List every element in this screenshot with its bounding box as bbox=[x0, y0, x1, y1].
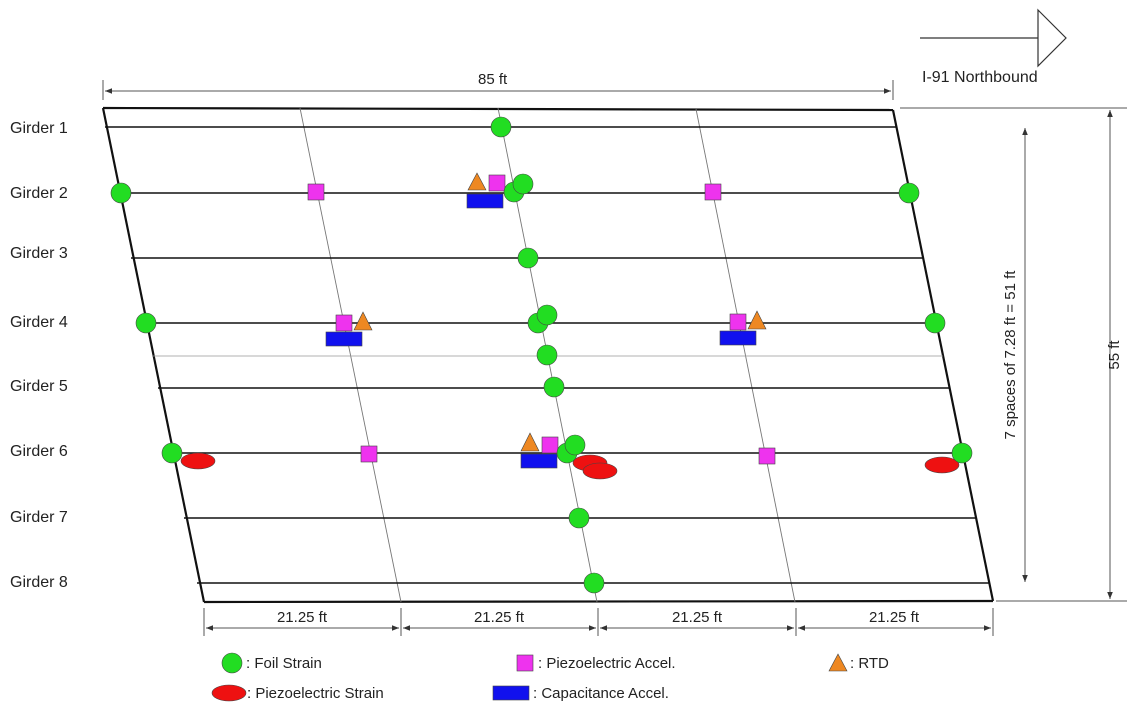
girder-label: Girder 7 bbox=[10, 509, 68, 526]
piezo-accel-sensor bbox=[307, 183, 325, 201]
girder-label: Girder 1 bbox=[10, 120, 68, 137]
foil-strain-sensor bbox=[517, 247, 539, 269]
piezo-accel-sensor bbox=[758, 447, 776, 465]
rtd-sensor bbox=[467, 172, 487, 191]
foil-strain-sensor bbox=[568, 507, 590, 529]
girder-label: Girder 5 bbox=[10, 378, 68, 395]
girder-label: Girder 4 bbox=[10, 314, 68, 331]
girder-label: Girder 3 bbox=[10, 245, 68, 262]
piezo-accel-sensor bbox=[541, 436, 559, 454]
foil-strain-sensor bbox=[564, 434, 586, 456]
bottom-span-dimensions bbox=[203, 608, 994, 636]
legend: : Foil Strain : Piezoelectric Strain : P… bbox=[211, 652, 889, 702]
girder-label: Girder 2 bbox=[10, 185, 68, 202]
legend-rtd-label: : RTD bbox=[850, 655, 889, 672]
direction-label: I-91 Northbound bbox=[922, 69, 1038, 86]
foil-strain-sensor bbox=[583, 572, 605, 594]
piezo-strain-sensor bbox=[582, 462, 618, 480]
foil-strain-sensor bbox=[536, 304, 558, 326]
girder-label: Girder 8 bbox=[10, 574, 68, 591]
rtd-sensor bbox=[353, 311, 373, 331]
capacitance-accel-sensors bbox=[325, 193, 757, 469]
piezo-strain-sensor bbox=[924, 456, 960, 474]
foil-strain-sensor bbox=[898, 182, 920, 204]
foil-strain-sensor bbox=[135, 312, 157, 334]
piezo-accel-sensor bbox=[360, 445, 378, 463]
foil-strain-sensor bbox=[490, 116, 512, 138]
total-width-label: 55 ft bbox=[1106, 340, 1123, 370]
legend-rtd-icon bbox=[828, 653, 848, 672]
foil-strain-sensor bbox=[536, 344, 558, 366]
piezo-accel-sensor bbox=[704, 183, 722, 201]
rtd-sensors bbox=[353, 172, 767, 452]
sensors bbox=[110, 116, 973, 594]
cap-accel-sensor bbox=[325, 331, 363, 347]
foil-strain-sensor bbox=[951, 442, 973, 464]
girder-spacing-label: 7 spaces of 7.28 ft = 51 ft bbox=[1002, 270, 1019, 440]
span-label-2: 21.25 ft bbox=[474, 609, 525, 626]
legend-cap-accel-label: : Capacitance Accel. bbox=[533, 685, 669, 702]
piezo-accel-sensor bbox=[729, 313, 747, 331]
piezo-accel-sensor bbox=[335, 314, 353, 332]
piezoelectric-strain-sensors bbox=[180, 452, 960, 480]
piezo-strain-sensor bbox=[180, 452, 216, 470]
foil-strain-sensor bbox=[543, 376, 565, 398]
span-label-4: 21.25 ft bbox=[869, 609, 920, 626]
rtd-sensor bbox=[747, 310, 767, 330]
legend-piezo-accel-icon bbox=[516, 654, 534, 672]
cap-accel-sensor bbox=[719, 330, 757, 346]
legend-piezo-accel-label: : Piezoelectric Accel. bbox=[538, 655, 676, 672]
girder-labels: Girder 1 Girder 2 Girder 3 Girder 4 Gird… bbox=[10, 120, 68, 591]
rtd-sensor bbox=[520, 432, 540, 452]
legend-piezo-strain-label: : Piezoelectric Strain bbox=[247, 685, 384, 702]
foil-strain-sensors bbox=[110, 116, 973, 594]
legend-piezo-strain-icon bbox=[211, 684, 247, 702]
foil-strain-sensor bbox=[161, 442, 183, 464]
foil-strain-sensor bbox=[110, 182, 132, 204]
cap-accel-sensor bbox=[520, 453, 558, 469]
span-label-3: 21.25 ft bbox=[672, 609, 723, 626]
total-width-dimension bbox=[900, 107, 1127, 602]
piezo-accel-sensor bbox=[488, 174, 506, 192]
cap-accel-sensor bbox=[466, 193, 504, 209]
span-label-1: 21.25 ft bbox=[277, 609, 328, 626]
foil-strain-sensor bbox=[512, 173, 534, 195]
direction-arrow bbox=[920, 8, 1067, 68]
top-dimension bbox=[102, 80, 894, 100]
legend-foil-strain-label: : Foil Strain bbox=[246, 655, 322, 672]
legend-foil-strain-icon bbox=[221, 652, 243, 674]
top-length-label: 85 ft bbox=[478, 71, 508, 88]
foil-strain-sensor bbox=[924, 312, 946, 334]
girder-label: Girder 6 bbox=[10, 443, 68, 460]
legend-cap-accel-icon bbox=[492, 685, 530, 701]
piezoelectric-accel-sensors bbox=[307, 174, 776, 465]
